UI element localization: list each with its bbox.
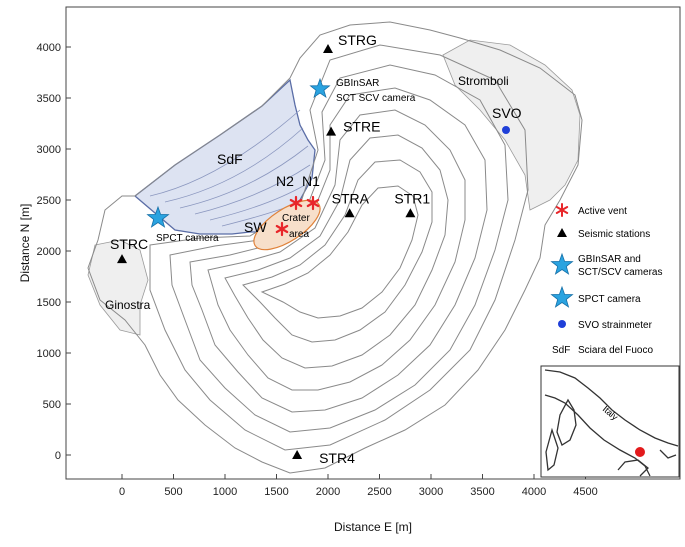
gbinsar-label-1: GBInSAR xyxy=(336,78,379,89)
ginostra-village-area xyxy=(87,239,149,336)
vent-n2 xyxy=(289,195,303,211)
vent-label-sw: SW xyxy=(244,219,267,235)
legend: Active vent Seismic stations GBInSAR and… xyxy=(550,203,662,356)
legend-label-gbinsar-2: SCT/SCV cameras xyxy=(578,267,662,278)
legend-dot-icon xyxy=(558,320,566,328)
legend-item-gbinsar: GBInSAR and SCT/SCV cameras xyxy=(550,252,662,278)
seismic-stations: STRG STRE STRA STR1 STRC STR4 xyxy=(110,32,430,466)
x-tick-label: 4000 xyxy=(522,486,546,498)
station-label-stre: STRE xyxy=(343,119,380,135)
station-label-strc: STRC xyxy=(110,236,148,252)
x-tick-label: 1500 xyxy=(264,486,288,498)
spct-camera-label: SPCT camera xyxy=(156,233,219,244)
y-tick-label: 3500 xyxy=(37,93,61,105)
stromboli-village-area xyxy=(442,39,581,211)
inset-coastline xyxy=(544,369,679,477)
y-axis-ticks: 0 500 1000 1500 2000 2500 3000 3500 4000 xyxy=(37,42,71,462)
legend-item-seismic: Seismic stations xyxy=(557,228,650,240)
x-axis-ticks: 0 500 1000 1500 2000 2500 3000 3500 4000 4500 xyxy=(119,474,598,498)
place-label-ginostra: Ginostra xyxy=(105,298,151,312)
topographic-contours xyxy=(149,44,529,451)
station-label-str4: STR4 xyxy=(319,450,355,466)
legend-label-seismic: Seismic stations xyxy=(578,229,650,240)
y-tick-label: 4000 xyxy=(37,42,61,54)
legend-asterisk-icon xyxy=(555,203,569,217)
y-tick-label: 1500 xyxy=(37,297,61,309)
y-tick-label: 2000 xyxy=(37,246,61,258)
x-tick-label: 3500 xyxy=(470,486,494,498)
station-label-str1: STR1 xyxy=(394,190,430,206)
y-axis-title: Distance N [m] xyxy=(18,204,32,283)
station-triangle-icon xyxy=(292,450,303,459)
legend-symbol-sdf: SdF xyxy=(552,345,570,356)
place-label-stromboli: Stromboli xyxy=(458,74,509,88)
x-tick-label: 500 xyxy=(164,486,182,498)
legend-triangle-icon xyxy=(557,228,567,237)
inset-map: Italy xyxy=(540,365,680,478)
vent-label-n2: N2 xyxy=(276,173,294,189)
station-label-strg: STRG xyxy=(338,32,377,48)
legend-item-sdf: SdF Sciara del Fuoco xyxy=(552,345,653,356)
legend-star-icon xyxy=(550,285,574,308)
y-tick-label: 0 xyxy=(55,450,61,462)
svo-strainmeter-dot xyxy=(502,126,510,134)
gbinsar-camera-star-icon xyxy=(309,77,331,99)
legend-item-spct: SPCT camera xyxy=(550,285,641,308)
station-triangle-icon xyxy=(344,208,355,218)
legend-label-gbinsar-1: GBInSAR and xyxy=(578,254,641,265)
active-vents xyxy=(275,195,320,237)
station-triangle-icon xyxy=(117,254,127,264)
legend-item-active-vent: Active vent xyxy=(555,203,627,217)
svo-label: SVO xyxy=(492,105,522,121)
inset-location-dot xyxy=(635,447,645,457)
crater-label-1: Crater xyxy=(282,213,310,224)
x-tick-label: 3000 xyxy=(419,486,443,498)
vent-n1 xyxy=(306,195,320,211)
y-tick-label: 1000 xyxy=(37,348,61,360)
y-tick-label: 500 xyxy=(43,399,61,411)
inset-frame xyxy=(540,365,680,478)
x-tick-label: 2000 xyxy=(316,486,340,498)
y-tick-label: 3000 xyxy=(37,144,61,156)
spct-camera-star-icon xyxy=(146,205,170,228)
crater-label-2: area xyxy=(289,229,309,240)
station-label-stra: STRA xyxy=(332,190,370,206)
vent-label-n1: N1 xyxy=(302,173,320,189)
y-tick-label: 2500 xyxy=(37,195,61,207)
legend-star-icon xyxy=(550,252,574,275)
x-tick-label: 1000 xyxy=(213,486,237,498)
legend-label-active-vent: Active vent xyxy=(578,206,627,217)
station-triangle-icon xyxy=(326,126,337,136)
island-outline xyxy=(87,21,583,474)
station-triangle-icon xyxy=(323,44,333,54)
place-label-sdf: SdF xyxy=(217,151,243,167)
sdf-contours xyxy=(149,109,311,227)
x-tick-label: 0 xyxy=(119,486,125,498)
x-tick-label: 4500 xyxy=(573,486,597,498)
legend-label-svo: SVO strainmeter xyxy=(578,320,653,331)
vent-sw xyxy=(275,221,289,237)
legend-label-spct: SPCT camera xyxy=(578,294,641,305)
x-tick-label: 2500 xyxy=(367,486,391,498)
gbinsar-label-2: SCT SCV camera xyxy=(336,93,416,104)
station-triangle-icon xyxy=(405,208,416,218)
legend-item-svo: SVO strainmeter xyxy=(558,320,653,331)
x-axis-title: Distance E [m] xyxy=(334,520,412,534)
legend-label-sdf: Sciara del Fuoco xyxy=(578,345,653,356)
